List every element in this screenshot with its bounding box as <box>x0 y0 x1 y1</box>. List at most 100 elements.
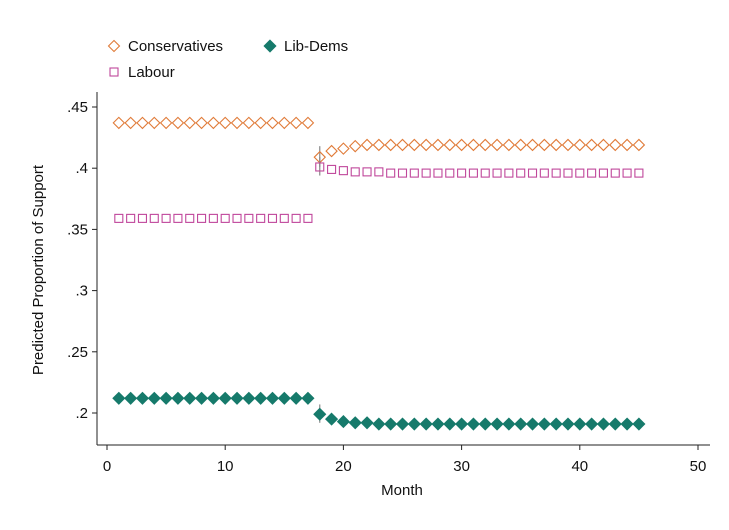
data-point <box>409 168 419 178</box>
data-point <box>206 391 220 405</box>
data-point <box>490 138 504 152</box>
legend: Conservatives Lib-Dems Labour <box>107 38 348 81</box>
data-point <box>573 138 587 152</box>
data-point <box>537 417 551 431</box>
data-point <box>468 168 478 178</box>
data-point <box>159 391 173 405</box>
legend-symbol <box>109 67 119 77</box>
data-point <box>124 116 137 130</box>
data-point <box>622 168 632 178</box>
data-point <box>315 162 325 172</box>
data-point <box>372 417 386 431</box>
x-tick-label: 20 <box>335 458 352 475</box>
legend-item-labour: Labour <box>109 64 175 81</box>
data-point <box>207 116 220 130</box>
data-point <box>278 116 291 130</box>
data-point <box>445 168 455 178</box>
data-point <box>161 213 171 223</box>
legend-label: Conservatives <box>128 38 223 55</box>
data-point <box>230 391 244 405</box>
data-point <box>301 391 315 405</box>
data-point <box>254 116 267 130</box>
data-point <box>137 213 148 223</box>
data-point <box>291 213 301 223</box>
data-point <box>549 417 563 431</box>
data-point <box>218 116 232 130</box>
data-point <box>433 168 443 178</box>
data-point <box>303 213 313 223</box>
data-point <box>136 116 149 130</box>
data-point <box>360 138 374 152</box>
data-point <box>514 138 527 152</box>
data-point <box>397 168 408 178</box>
data-point <box>516 168 526 178</box>
data-point <box>419 417 433 431</box>
x-tick-label: 30 <box>453 458 470 475</box>
data-point <box>171 116 185 130</box>
data-point <box>374 167 384 177</box>
data-point <box>585 138 598 152</box>
x-tick-label: 10 <box>217 458 234 475</box>
data-point <box>289 116 303 130</box>
legend-item-conservatives: Conservatives <box>107 38 223 55</box>
data-point <box>114 213 124 223</box>
data-point <box>244 213 254 223</box>
legend-symbol <box>107 39 121 53</box>
data-point <box>596 417 611 431</box>
x-axis-title: Month <box>381 482 423 499</box>
data-point <box>573 417 587 431</box>
data-point <box>587 168 597 178</box>
data-point <box>563 168 573 178</box>
y-axis-title: Predicted Proportion of Support <box>30 164 47 375</box>
data-point <box>126 213 136 223</box>
data-point <box>348 139 362 153</box>
data-point <box>608 138 622 152</box>
data-point <box>527 168 538 178</box>
data-point <box>336 415 350 429</box>
data-point <box>632 138 646 152</box>
data-point <box>194 391 209 405</box>
data-point <box>148 116 161 130</box>
data-point <box>267 213 278 223</box>
data-point <box>384 417 398 431</box>
data-point <box>431 138 445 152</box>
data-point <box>173 213 183 223</box>
data-point <box>362 167 372 177</box>
legend-label: Labour <box>128 64 175 81</box>
data-point <box>266 116 279 130</box>
data-point <box>256 213 266 223</box>
data-point <box>220 213 230 223</box>
data-point <box>620 138 634 152</box>
data-point <box>183 391 197 405</box>
y-tick-label: .2 <box>75 405 88 422</box>
data-point <box>232 213 242 223</box>
series-lib-dems <box>112 391 646 431</box>
data-point <box>396 138 409 152</box>
legend-symbol <box>263 39 277 53</box>
data-point <box>124 391 138 405</box>
x-tick-label: 50 <box>690 458 707 475</box>
data-point <box>149 213 159 223</box>
data-point <box>408 138 421 152</box>
data-point <box>208 213 218 223</box>
data-point <box>466 417 480 431</box>
data-point <box>195 116 208 130</box>
data-point <box>112 116 126 130</box>
data-point <box>551 168 561 178</box>
data-point <box>490 417 504 431</box>
data-point <box>338 166 348 176</box>
data-point <box>337 142 350 155</box>
data-point <box>254 391 268 405</box>
data-point <box>265 391 280 405</box>
data-point <box>538 138 551 152</box>
data-point <box>585 417 599 431</box>
data-point <box>395 417 410 431</box>
series-conservatives <box>112 116 646 167</box>
data-point <box>242 391 256 405</box>
data-point <box>539 168 549 178</box>
data-point <box>419 138 433 152</box>
data-point <box>597 138 610 152</box>
series-layer <box>112 116 646 431</box>
data-point <box>325 144 338 158</box>
data-point <box>467 138 480 152</box>
